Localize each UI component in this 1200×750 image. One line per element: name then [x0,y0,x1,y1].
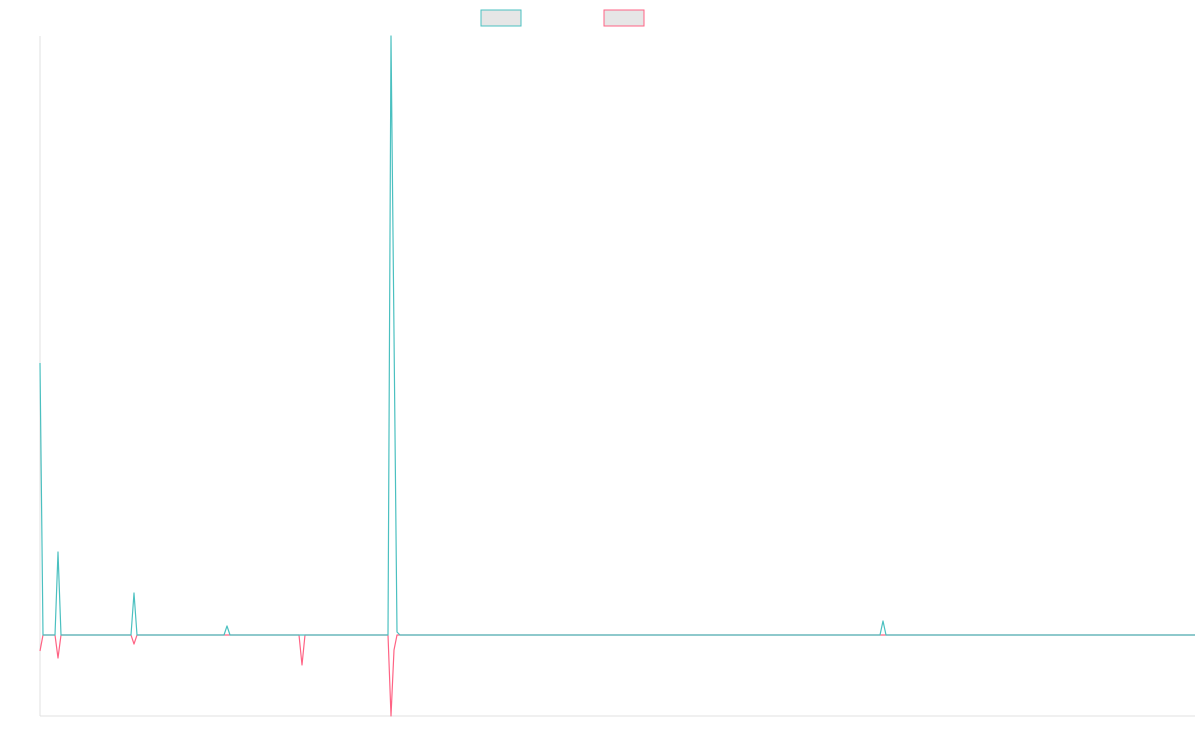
legend-swatch [480,9,522,27]
legend-swatch [603,9,645,27]
series-line [39,634,1195,717]
series-line [39,35,1195,636]
